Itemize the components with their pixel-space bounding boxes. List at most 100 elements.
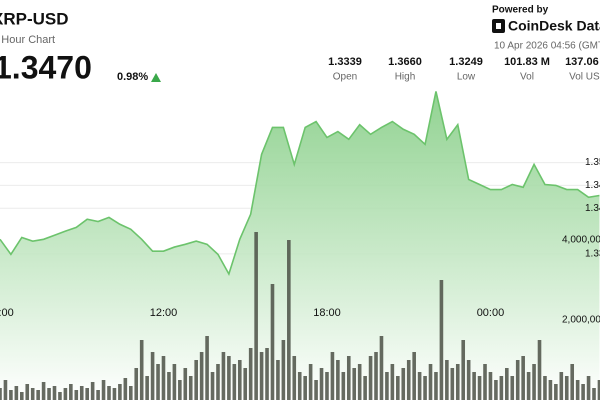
volume-bar — [543, 376, 547, 400]
volume-bar — [281, 340, 286, 400]
volume-bar — [265, 348, 269, 400]
y-tick-label: 1.3300 — [585, 249, 600, 260]
volume-bar — [101, 380, 106, 400]
volume-bar — [417, 372, 422, 400]
volume-bar — [303, 376, 307, 400]
logo-icon-inner — [496, 23, 501, 29]
volume-bar — [575, 380, 580, 400]
volume-bar — [63, 388, 68, 400]
volume-bar — [401, 368, 406, 400]
volume-bar — [9, 390, 13, 400]
volume-bar — [357, 364, 362, 400]
volume-bar — [336, 360, 340, 400]
volume-bar — [292, 356, 297, 400]
volume-bar — [428, 364, 433, 400]
volume-bar — [96, 390, 100, 400]
stat-value: 137.06 M — [565, 56, 600, 68]
volume-bar — [243, 368, 248, 400]
volume-bar — [461, 340, 466, 400]
volume-bar — [564, 376, 569, 400]
volume-bar — [47, 388, 51, 400]
volume-bar — [194, 360, 198, 400]
stat-label: High — [395, 72, 416, 83]
volume-bar — [505, 368, 509, 400]
volume-bar — [118, 384, 122, 400]
y-tick-label: 1.3400 — [585, 203, 600, 214]
volume-bar — [434, 372, 438, 400]
volume-bar — [368, 356, 373, 400]
volume-bar — [41, 382, 46, 400]
volume-bar — [510, 376, 515, 400]
volume-bar — [14, 386, 19, 400]
volume-bar — [554, 384, 558, 400]
volume-bar — [58, 392, 62, 400]
volume-bar — [172, 364, 177, 400]
volume-bar — [79, 386, 84, 400]
volume-bar — [25, 384, 30, 400]
volume-bar — [183, 368, 188, 400]
stat-label: Vol USD — [569, 72, 600, 83]
volume-bar — [139, 340, 144, 400]
volume-bar — [488, 372, 493, 400]
volume-bar — [227, 356, 231, 400]
y-tick-label: 1.3500 — [585, 157, 600, 168]
volume-bar — [205, 336, 209, 400]
y-tick-label: 1.3450 — [585, 180, 600, 191]
date: 10 Apr 2026 04:56 (GMT) — [494, 41, 600, 52]
volume-bar — [276, 360, 280, 400]
volume-bar — [145, 376, 149, 400]
volume-bar — [581, 384, 585, 400]
volume-bar — [412, 352, 416, 400]
volume-bar — [3, 380, 8, 400]
volume-bar — [483, 364, 487, 400]
volume-bar — [559, 372, 564, 400]
volume-bar — [188, 376, 193, 400]
volume-bar — [537, 340, 542, 400]
volume-bar — [499, 376, 504, 400]
volume-bar — [161, 356, 166, 400]
volume-bar — [112, 388, 117, 400]
x-tick-label: 12:00 — [150, 307, 178, 319]
volume-bar — [30, 388, 35, 400]
volume-bar — [494, 380, 498, 400]
price-line — [0, 91, 600, 277]
volume-bar — [123, 378, 128, 400]
subtitle: 24 Hour Chart — [0, 34, 55, 46]
stat-value: 1.3660 — [388, 56, 422, 68]
volume-bar — [52, 386, 57, 400]
volume-bar — [390, 364, 395, 400]
volume-bar — [19, 392, 24, 400]
stat-value: 1.3249 — [449, 56, 483, 68]
volume-bar — [199, 352, 204, 400]
volume-bar — [314, 380, 318, 400]
volume-bar — [287, 240, 291, 400]
volume-bar — [439, 280, 444, 400]
plot-area: 06:00 12:00 18:00 00:00 1.3300 1.3400 1.3450 1.… — [0, 91, 600, 400]
volume-bar — [178, 380, 182, 400]
volume-bar — [455, 364, 460, 400]
volume-bar — [570, 364, 575, 400]
x-tick-label: 18:00 — [313, 307, 341, 319]
volume-bar — [254, 232, 258, 400]
volume-bar — [346, 356, 351, 400]
header: XRP-USD 24 Hour Chart 1.3470 0.98% Power… — [0, 5, 600, 86]
volume-bar — [0, 388, 2, 400]
volume-bar — [466, 360, 471, 400]
price: 1.3470 — [0, 49, 92, 85]
volume-bar — [167, 372, 171, 400]
volume-bar — [259, 352, 264, 400]
symbol: XRP-USD — [0, 9, 69, 28]
volume-bar — [521, 356, 525, 400]
volume-bar — [74, 390, 79, 400]
volume-bar — [156, 364, 160, 400]
stat-label: Vol — [520, 72, 534, 83]
volume-bar — [445, 360, 449, 400]
stat-value: 1.3339 — [328, 56, 362, 68]
area-fill — [0, 91, 600, 400]
volume-bar — [450, 368, 455, 400]
y2-tick-label: 2,000,000 — [562, 315, 600, 326]
volume-bar — [526, 372, 531, 400]
volume-bar — [221, 352, 226, 400]
